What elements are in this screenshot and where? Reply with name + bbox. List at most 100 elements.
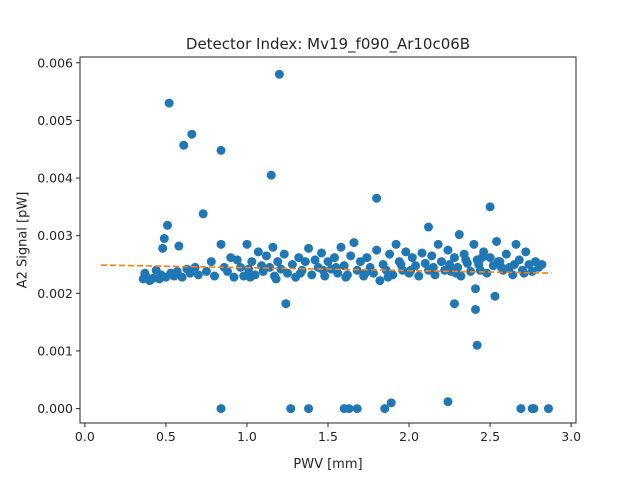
y-tick-label: 0.000 [37,401,73,416]
data-point [352,404,362,414]
data-point [355,257,365,267]
x-tick-label: 2.5 [480,429,500,444]
data-point [482,268,492,278]
data-point [287,260,297,269]
data-point [427,251,437,261]
data-point [407,253,417,263]
data-point [331,262,341,272]
data-point [383,272,393,282]
x-tick-label: 2.0 [399,429,419,444]
data-point [372,193,382,203]
fit-line [101,264,552,274]
data-point [360,268,370,278]
data-point [206,257,216,267]
data-point [279,249,289,259]
data-point [229,272,239,282]
data-point [341,272,351,282]
data-point [216,145,226,155]
data-point [198,209,208,219]
data-point [474,260,484,269]
data-point [485,202,495,212]
data-point [529,404,539,414]
data-point [158,243,168,253]
data-point [493,257,503,267]
x-axis: 0.0 0.5 1.0 1.5 2.0 2.5 3.0 [75,423,581,444]
data-point [472,340,482,350]
data-point [177,272,187,282]
data-point [242,239,252,249]
data-point [509,260,519,269]
y-tick-label: 0.003 [37,228,73,243]
data-point [477,253,487,263]
data-point [521,247,531,257]
data-point [295,268,305,278]
data-point [443,397,453,407]
data-point [386,398,396,408]
data-point [396,260,406,269]
x-axis-label: PWV [mm] [293,457,362,472]
y-tick-label: 0.006 [37,55,73,70]
y-axis-label: A2 Signal [pW] [16,192,31,289]
data-point [424,222,433,232]
data-point [271,274,281,284]
data-point [187,129,197,139]
data-point [537,260,547,269]
data-point [443,245,453,255]
data-point [339,261,349,271]
data-point [461,255,471,265]
y-axis: 0.000 0.001 0.002 0.003 0.004 0.005 0.006 [37,55,80,416]
y-tick-label: 0.001 [37,343,73,358]
data-point [336,242,346,252]
data-point [304,243,314,253]
data-point [164,98,174,108]
data-point [216,239,226,249]
y-tick-label: 0.004 [37,171,73,186]
data-point [273,257,283,267]
data-point [428,262,438,272]
data-point [449,299,459,309]
data-point [471,284,480,294]
data-point [163,220,173,230]
data-point [454,230,464,240]
data-point [492,236,502,246]
y-tick-label: 0.005 [37,113,73,128]
data-point [471,304,480,314]
data-point [449,253,459,263]
x-tick-label: 1.5 [318,429,338,444]
data-points [138,69,553,414]
data-point [276,264,286,274]
chart-title: Detector Index: Mv19_f090_Ar10c06B [186,35,470,54]
data-point [511,239,521,249]
data-point [349,238,359,248]
data-point [417,248,427,258]
data-point [307,270,317,280]
data-point [362,253,372,263]
data-point [543,404,553,414]
data-point [401,247,411,257]
data-point [300,257,310,267]
data-point [433,239,443,249]
data-point [344,404,354,414]
data-point [430,270,440,280]
y-tick-label: 0.002 [37,286,73,301]
x-tick-label: 0.0 [75,429,95,444]
x-tick-label: 1.0 [237,429,257,444]
data-point [268,242,278,252]
data-point [527,266,537,276]
data-point [469,239,479,249]
x-tick-label: 0.5 [156,429,176,444]
data-point [451,268,461,278]
data-point [247,257,257,267]
data-point [266,170,276,180]
data-point [380,404,390,414]
data-point [323,257,333,267]
data-point [281,299,291,309]
fit-line-layer [101,264,552,274]
data-point [216,404,226,414]
data-point [385,249,395,259]
data-point [375,276,385,286]
data-point [346,251,356,261]
data-point [261,251,271,261]
